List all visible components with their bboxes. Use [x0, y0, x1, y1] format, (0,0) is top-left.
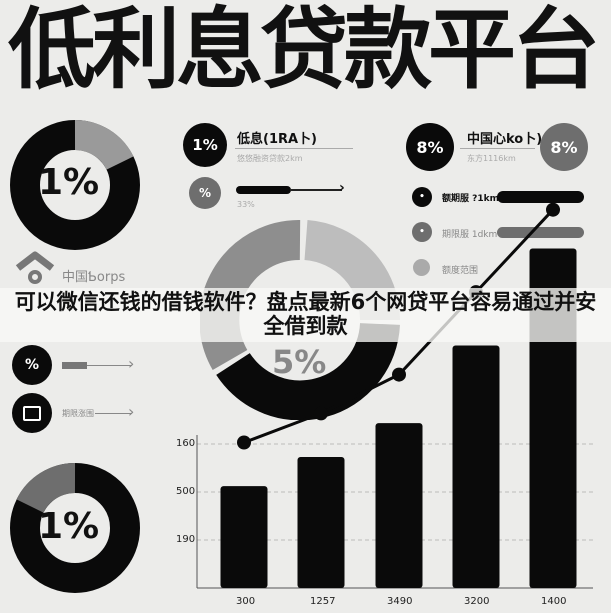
donut-segment — [16, 462, 76, 514]
arrow-right-icon: › — [128, 402, 135, 421]
row-bar — [497, 191, 584, 203]
row-icon — [413, 259, 430, 276]
china-badge: 8% — [406, 123, 454, 171]
bar — [297, 457, 345, 588]
row-icon: • — [412, 187, 432, 207]
arrow-line — [87, 365, 132, 366]
bottom-donut-chart — [10, 462, 140, 593]
row-bar — [497, 227, 584, 238]
small-percent-badge: % — [189, 177, 221, 209]
divider — [460, 148, 535, 149]
line-point — [392, 367, 406, 382]
x-tick-label: 3490 — [387, 596, 413, 607]
banner-headline[interactable]: 可以微信还钱的借钱软件？盘点最新6个网贷平台容易通过并安全借到款 — [14, 290, 597, 338]
arrow-line — [290, 189, 342, 191]
china-badge-2: 8% — [540, 123, 588, 171]
china-title: 中国心ko卜) — [467, 132, 543, 147]
china-subtitle: 东方1116km — [467, 154, 516, 163]
x-tick-label: 1400 — [541, 596, 567, 607]
line-point — [314, 406, 328, 421]
y-tick-label: 500 — [176, 486, 196, 497]
bottom-donut-label: 1% — [38, 506, 100, 547]
monitor-label: 期限涨围 — [62, 409, 94, 418]
arrow-right-icon: › — [128, 354, 135, 373]
house-icon — [15, 251, 55, 284]
progress-label: 33% — [237, 200, 255, 209]
low-rate-subtitle: 悠悠融资贷款2km — [237, 154, 303, 163]
top-donut-label: 1% — [38, 162, 100, 203]
row-label: 期限服 1dkm — [442, 230, 498, 240]
donut-segment — [74, 119, 134, 171]
row-label: 额期服 ?1km — [442, 194, 499, 204]
low-rate-badge: 1% — [183, 123, 227, 167]
arrow-right-icon: › — [339, 180, 345, 196]
banner-overlay — [0, 288, 611, 342]
y-tick-label: 190 — [176, 534, 196, 545]
arrow-line — [95, 413, 132, 414]
monitor-icon — [12, 393, 52, 433]
top-donut-chart — [10, 119, 140, 250]
line-point — [237, 435, 251, 450]
bar — [452, 345, 500, 588]
x-tick-label: 300 — [236, 596, 256, 607]
bar — [375, 423, 423, 588]
bar — [220, 486, 268, 588]
percent-badge: % — [12, 345, 52, 385]
divider — [235, 148, 353, 149]
house-label: 中国Ƅorps — [62, 270, 126, 285]
mini-bar — [62, 362, 87, 369]
row-icon: • — [412, 222, 432, 242]
y-tick-label: 160 — [176, 438, 196, 449]
center-donut-label: 5% — [272, 343, 327, 381]
x-tick-label: 1257 — [310, 596, 336, 607]
page-title: 低利息贷款平台 — [8, 0, 600, 101]
row-label: 额度范围 — [442, 266, 479, 276]
line-point — [546, 202, 560, 217]
progress-bar — [236, 186, 291, 194]
low-rate-title: 低息(1RA卜) — [237, 132, 317, 147]
x-tick-label: 3200 — [464, 596, 490, 607]
